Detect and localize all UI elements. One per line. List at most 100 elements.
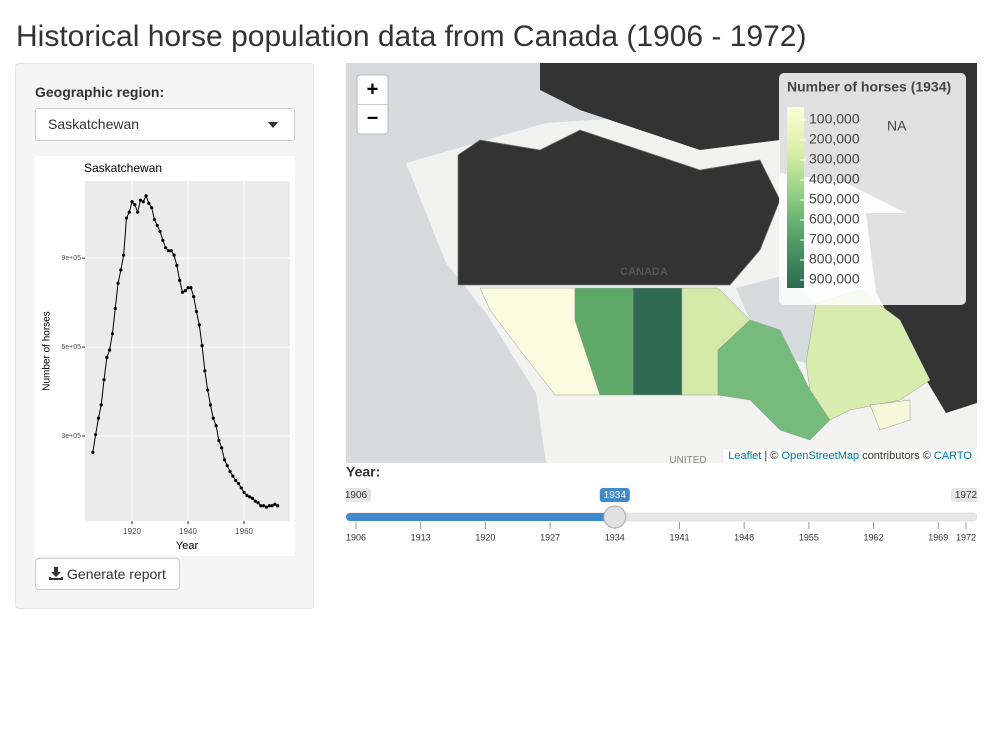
data-point — [183, 289, 187, 293]
data-point — [236, 481, 241, 486]
x-tick-label: 1960 — [235, 527, 253, 536]
zoom-out[interactable]: − — [367, 107, 379, 129]
slider-tick-label: 1906 — [346, 532, 366, 542]
slider-min-label-box — [346, 488, 371, 502]
province-sk — [632, 287, 683, 396]
data-point — [189, 286, 193, 290]
data-point — [127, 210, 131, 214]
data-point — [276, 504, 280, 508]
data-point — [220, 446, 224, 450]
data-point — [222, 458, 227, 462]
legend-na: NA — [887, 118, 907, 134]
slider-tick-label: 1962 — [864, 532, 884, 542]
x-tick-label: 1940 — [179, 527, 197, 536]
data-point — [116, 281, 120, 285]
select-caret — [268, 122, 278, 128]
map[interactable]: CANADA UNITED + − Number of horses (1934… — [346, 63, 977, 463]
slider-tick-label: 1913 — [411, 532, 431, 542]
data-point — [136, 210, 140, 214]
data-point — [102, 378, 106, 382]
data-point — [239, 486, 243, 490]
data-point — [158, 229, 162, 234]
data-point — [270, 504, 274, 508]
data-point — [161, 238, 165, 242]
region-plot: Saskatchewan Year Number of horses 3e+05… — [35, 156, 295, 556]
data-point — [197, 323, 201, 327]
y-tick-label: 9e+05 — [61, 255, 81, 262]
data-point — [253, 499, 257, 503]
attribution-link[interactable]: CARTO — [933, 450, 972, 462]
data-point — [264, 505, 269, 509]
data-point — [119, 268, 123, 272]
plot-panel — [85, 181, 290, 521]
slider-tick-label: 1934 — [605, 532, 625, 542]
zoom-in[interactable]: + — [367, 78, 379, 100]
data-point — [214, 424, 218, 428]
data-point — [91, 450, 95, 454]
plot-title: Saskatchewan — [84, 161, 162, 175]
slider-tick-label: 1955 — [799, 532, 819, 542]
year-slider[interactable]: Year: 1906 1972 1934 1906 1913 1920 1927 1934 19… — [346, 463, 977, 553]
slider-value-label-box — [599, 488, 630, 502]
data-point — [225, 464, 229, 468]
slider-min-label: 1906 — [346, 490, 368, 501]
data-point — [164, 246, 168, 250]
legend-box — [779, 73, 966, 305]
attribution-link[interactable]: OpenStreetMap — [781, 450, 860, 462]
data-point — [267, 504, 271, 508]
data-point — [138, 198, 143, 202]
generate-report-button[interactable]: Generate report — [35, 558, 180, 590]
legend-colorbar — [787, 107, 804, 288]
map-canvas: CANADA UNITED + − Number of horses (1934… — [346, 63, 977, 463]
data-point — [234, 478, 238, 483]
map-attribution: Leaflet | © OpenStreetMap contributors ©… — [723, 449, 977, 463]
attribution-text: contributors © — [862, 450, 931, 462]
slider-tick-label: 1920 — [475, 532, 495, 542]
data-point — [231, 474, 235, 478]
province-on — [717, 319, 831, 441]
data-point — [133, 203, 137, 207]
data-point — [150, 206, 154, 210]
legend-label: 200,000 — [809, 131, 860, 147]
x-axis-title: Year — [176, 540, 199, 552]
region-select[interactable]: Saskatchewan — [35, 108, 295, 141]
data-point — [152, 217, 157, 222]
y-tick-label: 6e+05 — [61, 344, 81, 351]
data-point — [124, 216, 129, 220]
data-point — [94, 432, 98, 437]
y-axis-title: Number of horses — [42, 311, 53, 390]
page-title: Historical horse population data from Ca… — [16, 20, 807, 53]
data-point — [217, 438, 221, 443]
attribution-link[interactable]: Leaflet — [728, 450, 762, 462]
region-selected: Saskatchewan — [48, 116, 140, 132]
place-label: UNITED — [669, 455, 706, 463]
data-point — [245, 493, 249, 497]
legend-label: 100,000 — [809, 111, 860, 127]
slider-value-label: 1934 — [604, 490, 627, 501]
data-point — [113, 306, 117, 311]
data-point — [273, 502, 277, 506]
data-point — [169, 249, 173, 253]
data-point — [141, 200, 145, 204]
data-point — [175, 263, 179, 268]
data-point — [259, 504, 263, 508]
data-point — [248, 495, 252, 499]
slider-handle[interactable] — [603, 505, 627, 529]
data-point — [122, 253, 126, 257]
data-point — [203, 369, 207, 373]
data-point — [242, 490, 246, 494]
data-point — [96, 416, 101, 420]
arctic-islands — [540, 63, 780, 150]
x-tick-label: 1920 — [123, 527, 141, 536]
y-tick-label: 3e+05 — [61, 433, 81, 440]
data-point — [166, 249, 171, 253]
data-point — [147, 201, 151, 205]
legend-label: 300,000 — [809, 151, 860, 167]
region-label: Geographic region: — [35, 84, 165, 100]
place-label: CANADA — [620, 266, 668, 278]
legend-label: 400,000 — [809, 171, 860, 187]
slider-tick-label: 1972 — [956, 532, 976, 542]
province-ab — [574, 287, 634, 396]
territories — [457, 129, 781, 286]
legend-label: 500,000 — [809, 191, 860, 207]
